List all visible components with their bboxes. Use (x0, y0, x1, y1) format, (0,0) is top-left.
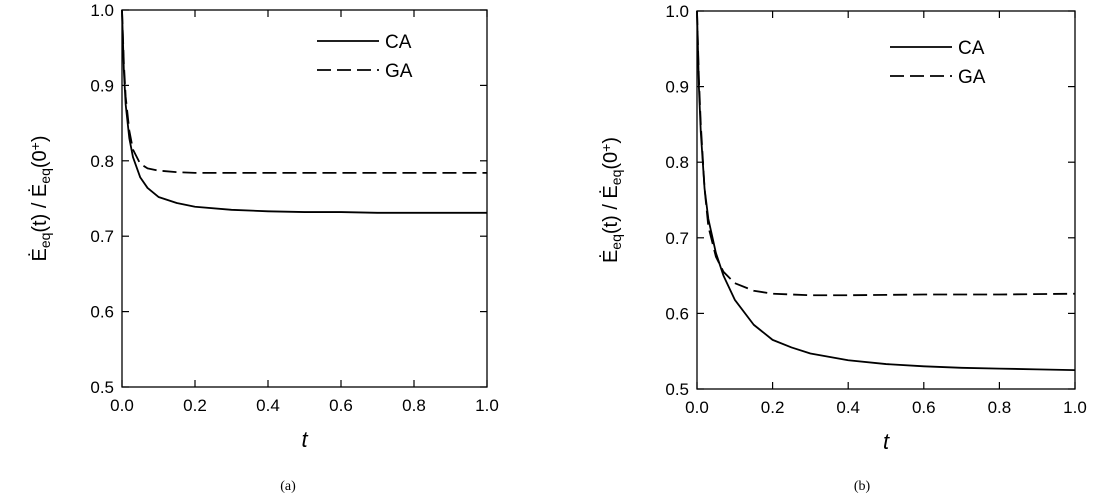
series-line-ca (696, 10, 1076, 371)
y-axis-label-part: Ė (599, 185, 622, 198)
x-tick-label: 1.0 (1063, 398, 1087, 417)
series-line-ga (121, 9, 487, 174)
y-axis-label-part: eq (37, 168, 53, 184)
series-line-ca (121, 9, 487, 214)
y-axis-label-part: (0 (600, 152, 622, 170)
x-tick-label: 1.0 (475, 396, 499, 415)
y-axis-label: Ėeq(t) / Ėeq(0+) (598, 137, 624, 263)
panel-caption: (a) (280, 479, 296, 494)
y-axis-label-part: ) (29, 135, 51, 142)
y-axis-label-part: eq (37, 233, 53, 249)
panel-caption: (b) (854, 479, 871, 494)
x-tick-label: 0.6 (329, 396, 353, 415)
x-tick-label: 0.0 (685, 398, 709, 417)
y-tick-label: 0.7 (665, 229, 689, 248)
x-tick-label: 0.8 (402, 396, 426, 415)
chart-panel-1: 0.0 0.2 0.4 0.6 0.8 1.00.50.60.70.80.91.0tĖe… (27, 1, 499, 494)
legend-label-ca: CA (385, 32, 412, 53)
legend-label-ga: GA (385, 61, 413, 82)
y-tick-label: 0.7 (90, 227, 114, 246)
y-axis-label-part: + (598, 144, 614, 152)
y-axis-label-part: Ė (28, 248, 51, 261)
x-tick-label: 0.2 (183, 396, 207, 415)
x-tick-label: 0.2 (761, 398, 785, 417)
y-tick-label: 0.8 (90, 152, 114, 171)
y-axis-label-part: ) (600, 137, 622, 144)
y-tick-label: 0.6 (90, 303, 114, 322)
y-tick-label: 0.5 (665, 380, 689, 399)
y-tick-label: 0.8 (665, 153, 689, 172)
y-axis-label-part: eq (608, 234, 624, 250)
x-tick-label: 0.4 (256, 396, 280, 415)
y-axis-label-part: + (27, 142, 43, 150)
x-tick-label: 0.6 (912, 398, 936, 417)
legend-label-ga: GA (958, 67, 986, 88)
y-tick-label: 1.0 (665, 2, 689, 21)
y-axis-label-part: (t) / (600, 199, 622, 235)
y-tick-label: 0.9 (665, 78, 689, 97)
y-axis-label-part: Ė (28, 184, 51, 197)
y-axis-label-part: eq (608, 170, 624, 186)
x-axis-label: t (883, 429, 890, 454)
y-axis-label-part: Ė (599, 250, 622, 263)
x-tick-label: 0.8 (988, 398, 1012, 417)
x-tick-label: 0.4 (836, 398, 860, 417)
plot-frame (121, 9, 488, 388)
x-tick-label: 0.0 (110, 396, 134, 415)
series-line-ga (696, 10, 1076, 297)
plot-frame (696, 10, 1076, 390)
y-axis-label: Ėeq(t) / Ėeq(0+) (27, 135, 53, 261)
y-tick-label: 1.0 (90, 1, 114, 20)
chart-panel-2: 0.0 0.2 0.4 0.6 0.8 1.00.50.60.70.80.91.0tĖe… (598, 2, 1087, 494)
y-axis-label-part: (t) / (29, 197, 51, 233)
y-tick-label: 0.9 (90, 76, 114, 95)
y-axis-label-part: (0 (29, 150, 51, 168)
legend-label-ca: CA (958, 38, 985, 59)
y-tick-label: 0.5 (90, 378, 114, 397)
x-axis-label: t (301, 427, 308, 452)
y-tick-label: 0.6 (665, 304, 689, 323)
